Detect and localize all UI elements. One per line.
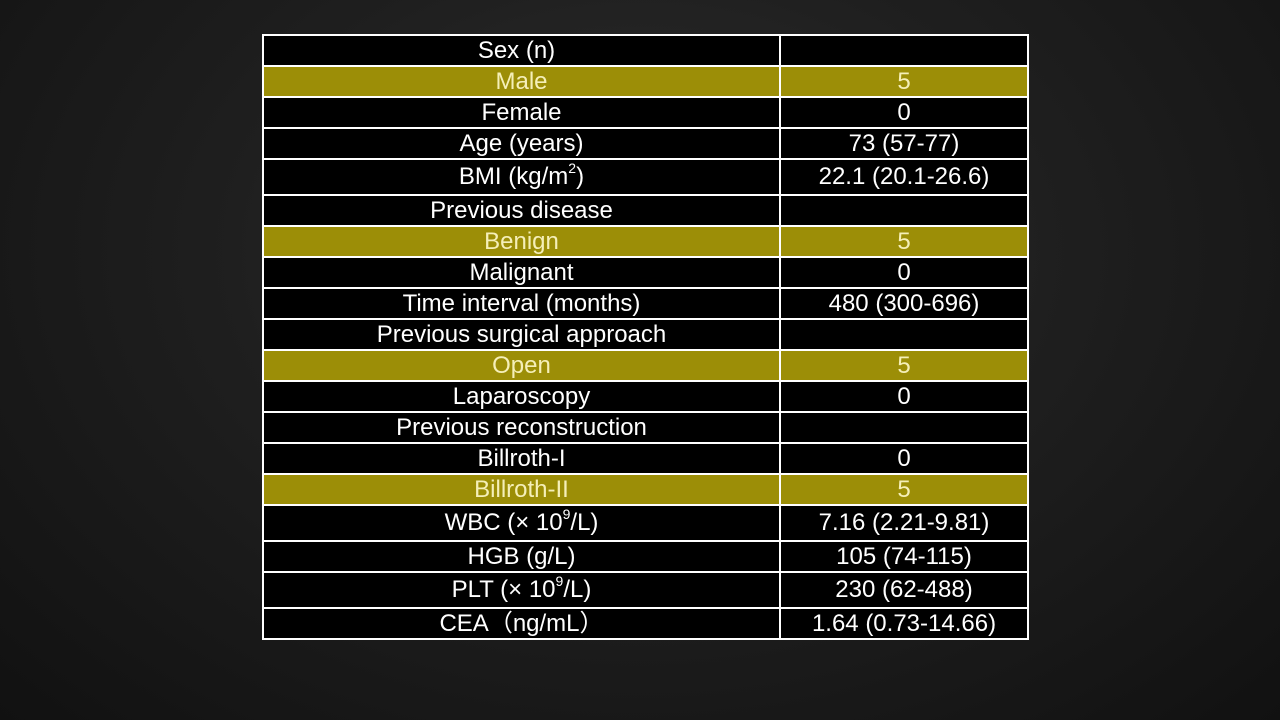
- table-row-billroth-2: Billroth-II 5: [262, 473, 1029, 506]
- table-row-wbc: WBC (× 109/L) 7.16 (2.21-9.81): [262, 504, 1029, 542]
- superscript: 2: [568, 160, 577, 176]
- table-row-benign: Benign 5: [262, 225, 1029, 258]
- label-text: ): [576, 163, 585, 190]
- row-value: 73 (57-77): [779, 127, 1029, 160]
- row-label: Billroth-II: [262, 473, 781, 506]
- label-text: WBC (× 10: [444, 509, 563, 536]
- table-row-previous-disease: Previous disease: [262, 194, 1029, 227]
- label-text: /L): [570, 509, 599, 536]
- table-row-laparoscopy: Laparoscopy 0: [262, 380, 1029, 413]
- table-row-male: Male 5: [262, 65, 1029, 98]
- row-label: Male: [262, 65, 781, 98]
- table-row-previous-reconstruction: Previous reconstruction: [262, 411, 1029, 444]
- label-text: /L): [563, 576, 592, 603]
- table-row-female: Female 0: [262, 96, 1029, 129]
- row-label: Previous surgical approach: [262, 318, 781, 351]
- table-row-open: Open 5: [262, 349, 1029, 382]
- table-row-billroth-1: Billroth-I 0: [262, 442, 1029, 475]
- row-value: [779, 34, 1029, 67]
- row-value: [779, 318, 1029, 351]
- row-label: PLT (× 109/L): [262, 571, 781, 609]
- table-row-hgb: HGB (g/L) 105 (74-115): [262, 540, 1029, 573]
- row-value: [779, 411, 1029, 444]
- row-value: 5: [779, 473, 1029, 506]
- row-value: 0: [779, 442, 1029, 475]
- row-value: 480 (300-696): [779, 287, 1029, 320]
- row-label: Billroth-I: [262, 442, 781, 475]
- table-row-age: Age (years) 73 (57-77): [262, 127, 1029, 160]
- row-label: BMI (kg/m2): [262, 158, 781, 196]
- superscript: 9: [555, 573, 564, 589]
- row-value: 1.64 (0.73-14.66): [779, 607, 1029, 640]
- table-row-previous-surgical-approach: Previous surgical approach: [262, 318, 1029, 351]
- row-value: 0: [779, 96, 1029, 129]
- table-row-sex: Sex (n): [262, 34, 1029, 67]
- row-label: CEA（ng/mL）: [262, 607, 781, 640]
- row-label: Previous reconstruction: [262, 411, 781, 444]
- label-text: BMI (kg/m: [458, 163, 569, 190]
- row-label: Time interval (months): [262, 287, 781, 320]
- row-label: Open: [262, 349, 781, 382]
- table-row-bmi: BMI (kg/m2) 22.1 (20.1-26.6): [262, 158, 1029, 196]
- row-value: 5: [779, 349, 1029, 382]
- row-value: [779, 194, 1029, 227]
- row-label: Benign: [262, 225, 781, 258]
- table-row-cea: CEA（ng/mL） 1.64 (0.73-14.66): [262, 607, 1029, 640]
- row-value: 0: [779, 256, 1029, 289]
- row-value: 5: [779, 65, 1029, 98]
- label-text: PLT (× 10: [451, 576, 556, 603]
- row-label: Malignant: [262, 256, 781, 289]
- row-label: Previous disease: [262, 194, 781, 227]
- row-value: 230 (62-488): [779, 571, 1029, 609]
- table-row-malignant: Malignant 0: [262, 256, 1029, 289]
- row-value: 22.1 (20.1-26.6): [779, 158, 1029, 196]
- characteristics-table: Sex (n) Male 5 Female 0 Age (years) 73 (…: [262, 34, 1029, 640]
- row-value: 105 (74-115): [779, 540, 1029, 573]
- superscript: 9: [562, 506, 571, 522]
- row-label: WBC (× 109/L): [262, 504, 781, 542]
- table-row-plt: PLT (× 109/L) 230 (62-488): [262, 571, 1029, 609]
- row-label: Female: [262, 96, 781, 129]
- row-value: 5: [779, 225, 1029, 258]
- row-value: 0: [779, 380, 1029, 413]
- row-label: Sex (n): [262, 34, 781, 67]
- table-row-time-interval: Time interval (months) 480 (300-696): [262, 287, 1029, 320]
- row-label: Age (years): [262, 127, 781, 160]
- row-label: Laparoscopy: [262, 380, 781, 413]
- row-value: 7.16 (2.21-9.81): [779, 504, 1029, 542]
- row-label: HGB (g/L): [262, 540, 781, 573]
